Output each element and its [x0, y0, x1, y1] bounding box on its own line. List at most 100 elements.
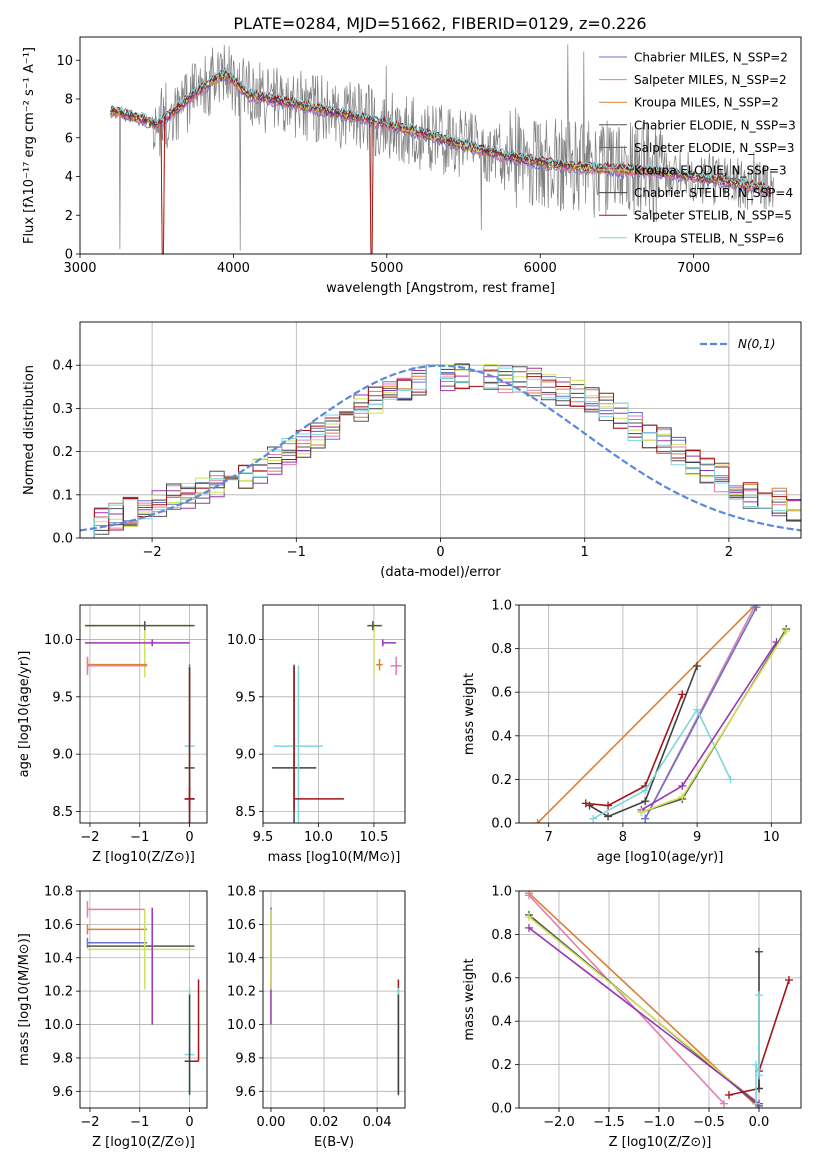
x-tick-label: −2	[80, 830, 99, 845]
y-tick-label: 10.0	[227, 633, 256, 648]
x-axis-label: Z [log10(Z/Z⊙)]	[92, 850, 195, 865]
plus-marker	[785, 975, 793, 984]
plus-marker	[678, 792, 687, 801]
plot-area	[525, 891, 793, 1108]
cumulative-line	[528, 916, 760, 1105]
error-bar-point	[86, 656, 148, 675]
plus-marker	[678, 781, 687, 790]
x-tick-label: 9	[693, 830, 701, 845]
x-tick-label: 1	[581, 545, 589, 560]
x-tick-label: 9.5	[253, 830, 274, 845]
error-bar-point	[188, 979, 200, 1063]
y-tick-label: 8.5	[52, 805, 73, 820]
y-tick-label: 0.2	[52, 445, 73, 460]
y-tick-label: 4	[65, 170, 73, 185]
x-tick-label: 5000	[370, 261, 403, 276]
x-tick-label: 6000	[524, 261, 557, 276]
y-tick-label: 10	[56, 54, 73, 69]
plot-area	[86, 901, 200, 1097]
model-line	[110, 71, 771, 193]
cumulative-line	[528, 927, 760, 1105]
plot-area	[84, 621, 195, 823]
cumulative-line	[585, 694, 684, 807]
panel-cum_mass_vs_Z: −2.0 −1.5 −1.0 −0.5 0.0 0.0 0.2 0.4 0.6 0.8 1.0 Z […	[462, 885, 802, 1150]
y-tick-label: 10.8	[44, 885, 73, 900]
normal-reference-curve	[80, 364, 801, 532]
plus-marker	[752, 605, 761, 612]
axes-frame	[79, 36, 802, 255]
x-tick-label: −2	[143, 545, 162, 560]
x-tick-label: 0	[185, 830, 193, 845]
y-tick-label: 10.6	[227, 918, 256, 933]
gridlines	[80, 605, 207, 823]
x-tick-label: 10.0	[304, 830, 333, 845]
y-tick-label: 10.6	[44, 918, 73, 933]
plus-marker	[678, 690, 687, 699]
x-axis-label: Z [log10(Z/Z⊙)]	[609, 1135, 712, 1150]
error-bar-point	[367, 621, 382, 631]
x-axis-label: (data-model)/error	[380, 565, 501, 580]
y-tick-label: 10.2	[44, 985, 73, 1000]
error-bar-point	[368, 622, 383, 678]
error-bar-point	[84, 621, 195, 631]
error-bar-point	[87, 909, 195, 990]
y-tick-label: 2	[65, 209, 73, 224]
x-tick-label: −1	[287, 545, 306, 560]
plus-marker	[720, 1099, 728, 1108]
y-tick-label: 0.8	[491, 928, 512, 943]
y-axis-label: mass [log10(M/M⊙)]	[17, 933, 32, 1066]
y-tick-label: 9.5	[52, 690, 73, 705]
y-tick-label: 9.6	[52, 1085, 73, 1100]
y-tick-label: 9.6	[235, 1085, 256, 1100]
y-tick-label: 10.2	[227, 985, 256, 1000]
x-axis-label: mass [log10(M/M⊙)]	[268, 850, 401, 865]
plot-area	[80, 363, 801, 538]
x-tick-label: −1.0	[643, 1115, 675, 1130]
legend-label: Chabrier MILES, N_SSP=2	[634, 51, 788, 65]
axes-frame	[518, 604, 802, 824]
x-tick-label: 0	[185, 1115, 193, 1130]
plot-area	[270, 907, 400, 1097]
cumulative-line	[537, 605, 756, 823]
plus-marker	[604, 801, 613, 810]
legend-label: Chabrier STELIB, N_SSP=4	[634, 186, 793, 200]
x-tick-label: 7	[545, 830, 553, 845]
plus-marker	[782, 627, 791, 636]
figure-title: PLATE=0284, MJD=51662, FIBERID=0129, z=0…	[233, 14, 646, 33]
plus-marker	[533, 819, 542, 823]
panel-mass_vs_ebv: 0.00 0.02 0.04 9.6 9.8 10.0 10.2 10.4 10.6 10.8 E(…	[227, 885, 406, 1150]
plus-marker	[755, 1071, 763, 1080]
plus-marker	[525, 913, 533, 922]
legend: Chabrier MILES, N_SSP=2 Salpeter MILES, N…	[599, 51, 796, 245]
x-tick-label: 0.00	[256, 1115, 285, 1130]
y-tick-label: 8.5	[235, 805, 256, 820]
error-bar-point	[274, 665, 323, 823]
gridlines	[80, 890, 207, 1108]
y-tick-label: 10.8	[227, 885, 256, 900]
error-bar-point	[184, 666, 195, 811]
legend-label: Kroupa ELODIE, N_SSP=3	[634, 164, 787, 178]
x-tick-label: 4000	[217, 261, 250, 276]
y-tick-label: 10.4	[44, 951, 73, 966]
x-tick-label: 7000	[677, 261, 710, 276]
y-tick-label: 0.1	[52, 488, 73, 503]
y-tick-label: 0.0	[491, 817, 512, 832]
panel-age_vs_Z: −2 −1 0 8.5 9.0 9.5 10.0 Z [log10(Z/Z⊙)] age [lo…	[17, 604, 208, 865]
plus-marker	[641, 814, 650, 823]
histogram-step	[93, 364, 801, 538]
y-axis-label: mass weight	[462, 958, 477, 1040]
y-tick-label: 0.0	[52, 532, 73, 547]
x-axis-label: E(B-V)	[314, 1135, 354, 1150]
x-tick-label: 0.04	[363, 1115, 392, 1130]
axes-frame	[79, 321, 802, 539]
error-bar-point	[86, 924, 148, 935]
y-tick-label: 0.3	[52, 402, 73, 417]
error-bar-point	[293, 666, 344, 811]
plus-marker	[693, 705, 702, 714]
plus-marker	[726, 775, 735, 784]
x-tick-label: −1	[130, 1115, 149, 1130]
panel-age_vs_mass: 9.5 10.0 10.5 8.5 9.0 9.5 10.0 mass [log10(M/M⊙…	[227, 604, 406, 865]
x-axis-label: age [log10(age/yr)]	[597, 850, 724, 865]
